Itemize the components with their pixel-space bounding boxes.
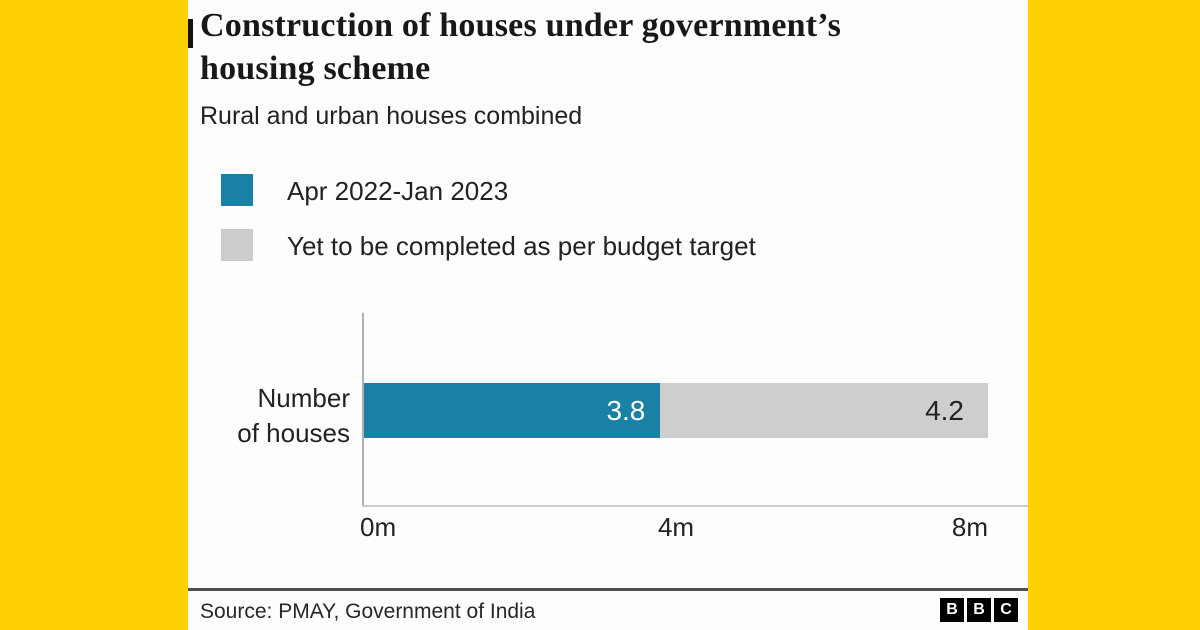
chart-subtitle: Rural and urban houses combined xyxy=(200,102,583,130)
x-tick-8m: 8m xyxy=(951,512,988,542)
legend-swatch xyxy=(221,174,253,206)
bar-value-completed: 3.8 xyxy=(606,394,646,426)
crop-artifact-mark xyxy=(188,19,193,48)
footer-divider xyxy=(188,588,1028,591)
legend-label-completed: Apr 2022-Jan 2023 xyxy=(287,176,509,206)
x-tick-4m: 4m xyxy=(657,512,695,542)
stacked-bar: 3.8 4.2 xyxy=(364,383,988,438)
bar-segment-remaining: 4.2 xyxy=(660,383,988,438)
x-axis-baseline xyxy=(362,505,1028,507)
bbc-logo-letter-b2: B xyxy=(967,598,991,622)
bbc-logo-letter-c: C xyxy=(994,598,1018,622)
chart-title-line-2: housing scheme xyxy=(200,50,431,87)
bbc-logo-letter-b1: B xyxy=(940,598,964,622)
bar-segment-completed: 3.8 xyxy=(364,383,661,438)
bbc-logo: B B C xyxy=(940,598,1018,622)
bar-value-remaining: 4.2 xyxy=(925,394,964,426)
x-tick-0m: 0m xyxy=(360,512,397,542)
legend-swatch xyxy=(221,229,253,261)
category-label-line-2: of houses xyxy=(237,418,350,448)
category-label-number-of-houses: Number of houses xyxy=(190,381,350,451)
chart-title: Construction of houses under government’… xyxy=(200,4,1000,90)
source-credit: Source: PMAY, Government of India xyxy=(200,600,536,623)
category-label-line-1: Number xyxy=(257,383,350,413)
chart-title-line-1: Construction of houses under government’… xyxy=(200,7,842,44)
x-axis-tick-labels: 0m 4m 8m xyxy=(360,512,988,542)
y-axis-line xyxy=(362,313,364,506)
content-panel: Construction of houses under government’… xyxy=(188,0,1028,630)
legend-label-remaining: Yet to be completed as per budget target xyxy=(287,231,756,261)
